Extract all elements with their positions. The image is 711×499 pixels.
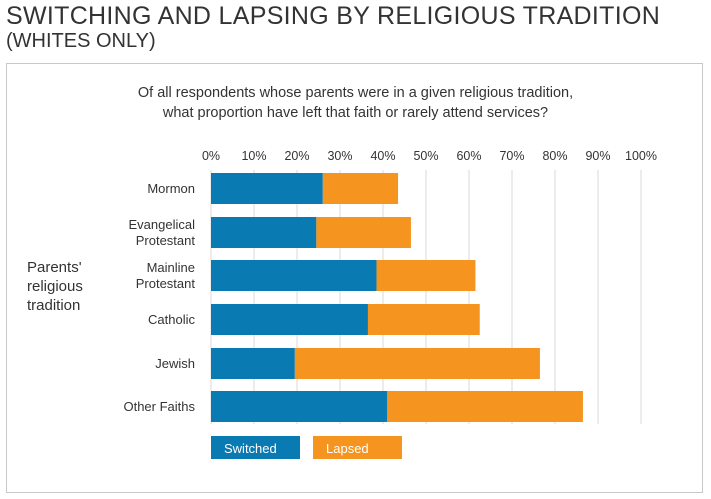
bar-switched-evangelical-protestant — [211, 217, 317, 248]
category-label: Mormon — [147, 181, 195, 196]
x-tick-label: 50% — [413, 149, 438, 163]
legend-swatch — [313, 436, 402, 459]
bar-lapsed-jewish — [294, 348, 540, 379]
legend-label: Lapsed — [326, 441, 369, 456]
y-axis-title-line: religious — [27, 278, 83, 295]
bar-switched-mormon — [211, 173, 323, 204]
bar-lapsed-other-faiths — [387, 391, 583, 422]
x-tick-label: 90% — [585, 149, 610, 163]
bar-lapsed-mainline-protestant — [376, 260, 476, 291]
bar-lapsed-catholic — [367, 304, 480, 335]
gridlines — [210, 170, 642, 424]
x-tick-label: 60% — [456, 149, 481, 163]
category-label: Mainline — [147, 260, 195, 275]
bar-switched-catholic — [211, 304, 368, 335]
category-label: Protestant — [136, 233, 196, 248]
category-label: Protestant — [136, 276, 196, 291]
category-label: Catholic — [148, 312, 195, 327]
category-label: Jewish — [155, 356, 195, 371]
x-tick-label: 80% — [542, 149, 567, 163]
y-axis-title-line: tradition — [27, 297, 80, 314]
category-label: Evangelical — [129, 217, 196, 232]
bar-switched-jewish — [211, 348, 295, 379]
bar-switched-other-faiths — [211, 391, 388, 422]
x-tick-label: 70% — [499, 149, 524, 163]
chart-subtitle: (WHITES ONLY) — [6, 30, 156, 52]
x-tick-label: 100% — [625, 149, 657, 163]
x-tick-label: 10% — [241, 149, 266, 163]
chart-question-line-2: what proportion have left that faith or … — [162, 105, 549, 121]
bar-lapsed-mormon — [322, 173, 399, 204]
legend: Switched Lapsed — [211, 436, 402, 459]
chart-title: SWITCHING AND LAPSING BY RELIGIOUS TRADI… — [6, 2, 661, 30]
x-tick-label: 20% — [284, 149, 309, 163]
x-tick-label: 0% — [202, 149, 220, 163]
x-axis-ticks: 0% 10% 20% 30% 40% 50% 60% 70% 80% 90% 100% — [202, 149, 657, 163]
legend-swatch — [211, 436, 300, 459]
x-tick-label: 30% — [327, 149, 352, 163]
category-label: Other Faiths — [123, 399, 195, 414]
category-labels: MormonEvangelicalProtestantMainlineProte… — [123, 181, 195, 414]
legend-label: Switched — [224, 441, 277, 456]
chart-question-line-1: Of all respondents whose parents were in… — [137, 85, 574, 101]
y-axis-title-line: Parents' — [27, 259, 82, 276]
bars — [211, 173, 583, 422]
bar-switched-mainline-protestant — [211, 260, 377, 291]
y-axis-title: Parents' religious tradition — [27, 259, 83, 314]
x-tick-label: 40% — [370, 149, 395, 163]
bar-lapsed-evangelical-protestant — [316, 217, 411, 248]
